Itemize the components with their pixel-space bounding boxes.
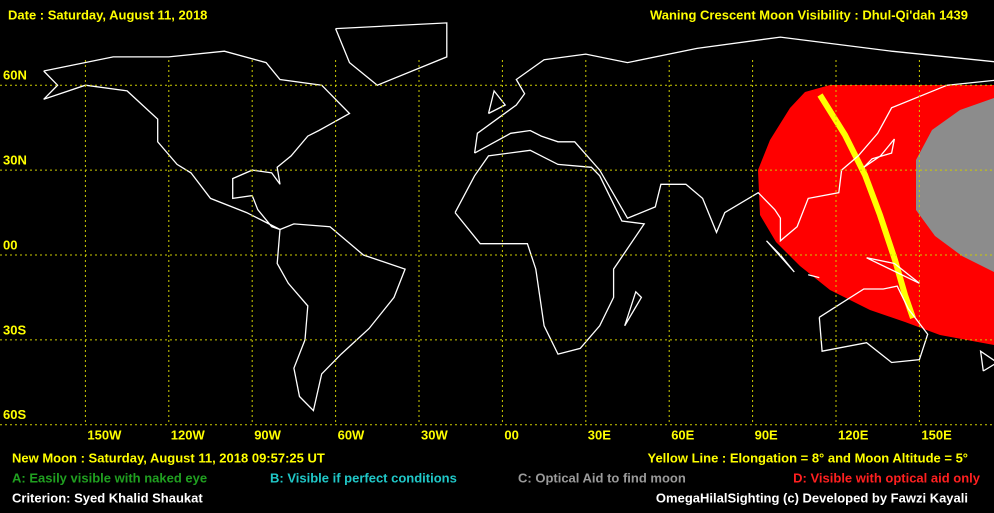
lat-label: 00	[3, 237, 17, 252]
lon-label: 00	[504, 427, 518, 442]
lon-label: 30W	[421, 427, 448, 442]
lon-label: 150W	[87, 427, 122, 442]
coastlines	[43, 22, 994, 412]
coastline	[863, 138, 896, 168]
lat-label: 30S	[3, 322, 26, 337]
lon-label: 120W	[171, 427, 206, 442]
coastline	[276, 223, 406, 412]
yellow-line-text: Yellow Line : Elongation = 8° and Moon A…	[648, 450, 969, 465]
zone-c	[916, 98, 994, 272]
lon-label: 90W	[254, 427, 281, 442]
legend-d: D: Visible with optical aid only	[793, 470, 981, 485]
lon-label: 30E	[588, 427, 611, 442]
coastline	[818, 285, 929, 364]
coastline	[766, 240, 795, 273]
yellow-line	[817, 93, 916, 319]
lon-label: 90E	[755, 427, 778, 442]
coastline	[487, 89, 507, 115]
lat-label: 30N	[3, 153, 27, 168]
coastline	[334, 22, 448, 86]
date-text: Date : Saturday, August 11, 2018	[8, 7, 207, 22]
lon-label: 150E	[921, 427, 952, 442]
coastline	[624, 290, 643, 327]
coastline	[43, 50, 351, 231]
criterion-text: Criterion: Syed Khalid Shaukat	[12, 490, 203, 505]
visibility-zones	[758, 85, 994, 345]
coastline	[979, 349, 994, 372]
legend-a: A: Easily visible with naked eye	[12, 470, 207, 485]
lon-label: 120E	[838, 427, 869, 442]
new-moon-text: New Moon : Saturday, August 11, 2018 09:…	[12, 450, 325, 465]
coastline	[473, 36, 994, 243]
lon-label: 60W	[338, 427, 365, 442]
legend-c: C: Optical Aid to find moon	[518, 470, 686, 485]
credit-text: OmegaHilalSighting (c) Developed by Fawz…	[656, 490, 968, 505]
coastline	[454, 149, 646, 355]
lon-label: 60E	[671, 427, 694, 442]
lat-label: 60S	[3, 407, 26, 422]
graticule	[0, 60, 994, 426]
coastline	[808, 274, 820, 279]
legend-b: B: Visible if perfect conditions	[270, 470, 457, 485]
lat-label: 60N	[3, 68, 27, 83]
coastline	[866, 257, 920, 284]
map-title: Waning Crescent Moon Visibility : Dhul-Q…	[650, 7, 968, 22]
